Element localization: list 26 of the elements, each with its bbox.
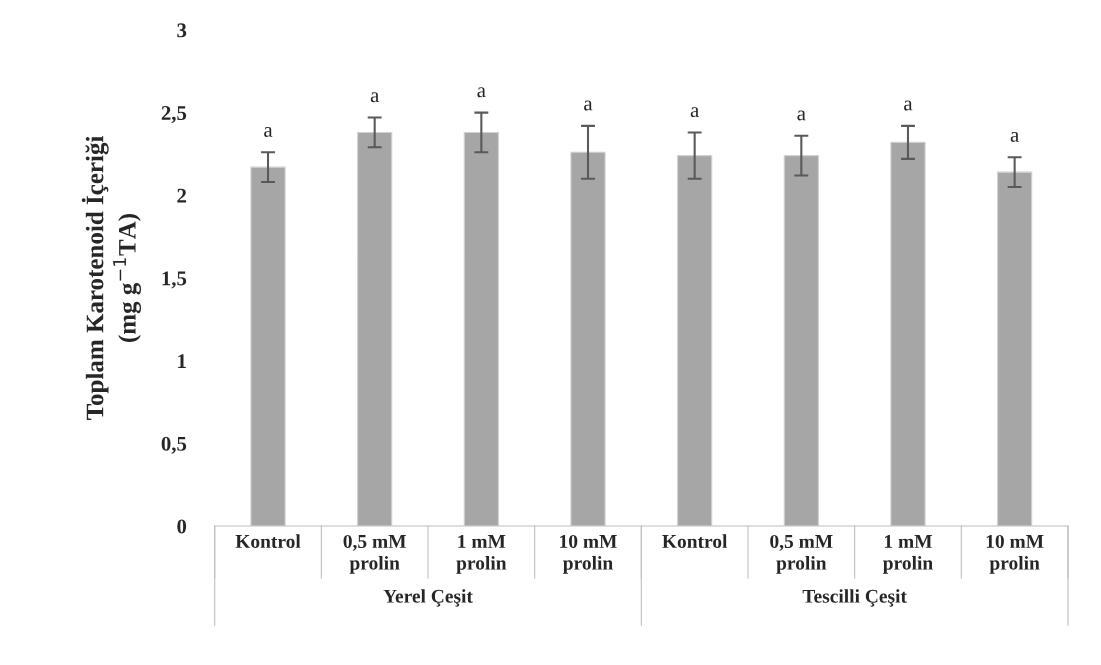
- y-tick-label: 0,5: [161, 436, 187, 454]
- annotation: a: [797, 110, 806, 121]
- y-tick-label: 0: [177, 519, 187, 534]
- annotation: a: [477, 87, 486, 98]
- annotation: a: [904, 100, 913, 111]
- annotation: a: [690, 107, 699, 118]
- x-tick-label: Kontrol: [235, 534, 301, 549]
- annotation: a: [264, 126, 273, 137]
- text: Tescilli Çeşit: [802, 589, 907, 607]
- y-axis-title: Toplam Karotenoid İçeriği (mg g$^{−1}$TA): [81, 135, 142, 420]
- x-tick-label: 1 mM prolin: [456, 535, 507, 574]
- x-tick-label: Kontrol: [662, 534, 728, 549]
- annotation: a: [370, 92, 380, 103]
- x-tick-label: 1 mM prolin: [883, 535, 933, 574]
- y-tick-label: 2: [177, 188, 187, 203]
- x-tick-label: 0,5 mM prolin: [343, 534, 406, 574]
- x-tick-label: 10 mM prolin: [986, 534, 1044, 574]
- y-tick-label: 2,5: [161, 106, 187, 124]
- annotation: a: [1010, 131, 1019, 142]
- text: Yerel Çeşit: [383, 589, 473, 607]
- annotation: a: [584, 100, 593, 111]
- x-tick-label: 10 mM prolin: [560, 534, 617, 574]
- y-tick-label: 1: [178, 354, 186, 368]
- y-tick-label: 3: [177, 23, 187, 38]
- x-tick-label: 0,5 mM prolin: [770, 534, 833, 574]
- y-tick-label: 1,5: [162, 271, 187, 289]
